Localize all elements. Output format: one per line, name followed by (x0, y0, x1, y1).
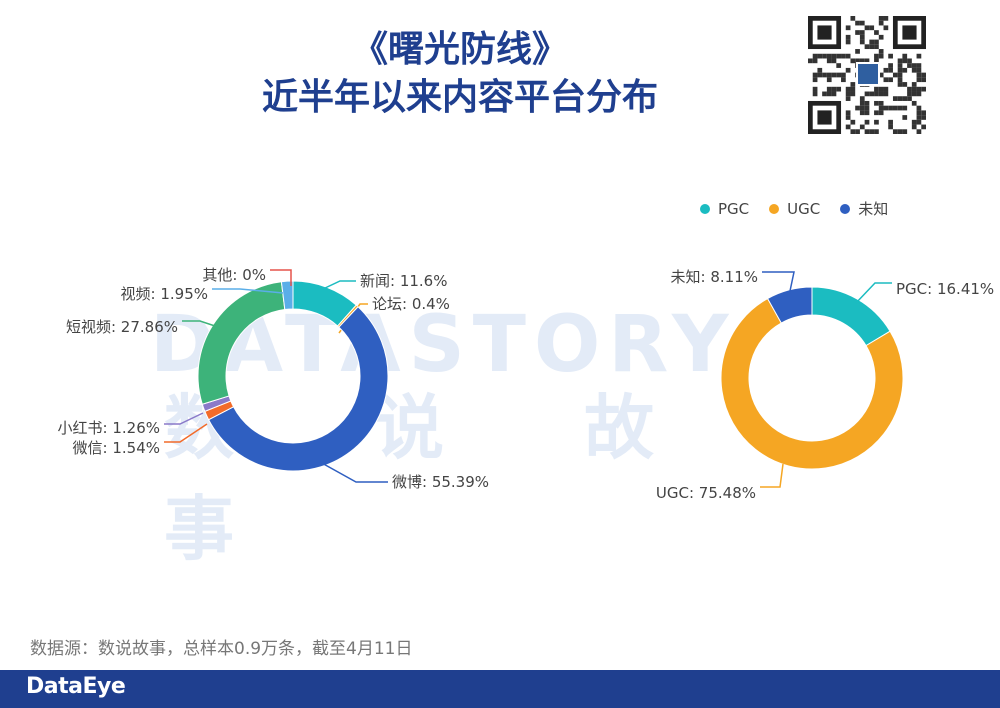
chart2-slice-1[interactable] (720, 297, 904, 470)
chart1-leader-4 (164, 412, 204, 425)
chart1-leader-0 (322, 280, 356, 290)
chart1-label-7: 其他: 0% (202, 266, 266, 284)
chart1-label-2: 微博: 55.39% (392, 473, 489, 491)
chart1-label-6: 视频: 1.95% (121, 285, 208, 303)
chart2-slice-0[interactable] (811, 286, 891, 347)
chart2-label-1: UGC: 75.48% (656, 484, 756, 502)
legend-item-pgc[interactable]: PGC (700, 198, 749, 219)
chart1-leader-6 (212, 288, 284, 294)
footer-bar: DataEye (0, 670, 1000, 708)
chart-title-line2: 近半年以来内容平台分布 (261, 77, 658, 118)
chart-title-line1: 《曙光防线》 (351, 29, 568, 70)
chart1-leader-2 (319, 461, 388, 483)
legend-item-unknown[interactable]: 未知 (840, 198, 888, 219)
chart2-slice-2[interactable] (766, 286, 813, 324)
chart2-leader-0 (855, 282, 892, 304)
chart1-label-0: 新闻: 11.6% (360, 272, 447, 290)
data-source-note: 数据源：数说故事，总样本0.9万条，截至4月11日 (30, 639, 413, 659)
legend-label-ugc: UGC (787, 199, 821, 218)
chart1-leader-5 (182, 320, 219, 328)
brand-logo: DataEye (26, 674, 126, 699)
chart2-leader-2 (762, 271, 795, 292)
chart1-leader-3 (164, 423, 208, 443)
chart1-label-4: 小红书: 1.26% (58, 419, 160, 437)
legend: PGC UGC 未知 (700, 198, 888, 219)
legend-dot-ugc (769, 203, 780, 214)
legend-dot-unknown (840, 203, 851, 214)
chart1-slice-2[interactable] (207, 306, 389, 472)
chart2-leader-1 (760, 463, 784, 488)
chart1-leader-7 (270, 269, 292, 286)
chart1-slice-6[interactable] (280, 280, 294, 311)
legend-dot-pgc (700, 203, 710, 214)
chart1-label-3: 微信: 1.54% (73, 439, 160, 457)
chart2-label-2: 未知: 8.11% (671, 268, 758, 286)
legend-label-pgc: PGC (718, 199, 750, 218)
legend-label-unknown: 未知 (858, 200, 889, 218)
chart1-label-1: 论坛: 0.4% (372, 295, 450, 313)
qr-code-icon (808, 16, 928, 134)
chart2-label-0: PGC: 16.41% (896, 280, 994, 298)
legend-item-ugc[interactable]: UGC (769, 198, 820, 219)
chart1-slice-5[interactable] (197, 281, 286, 405)
chart1-label-5: 短视频: 27.86% (66, 318, 178, 336)
